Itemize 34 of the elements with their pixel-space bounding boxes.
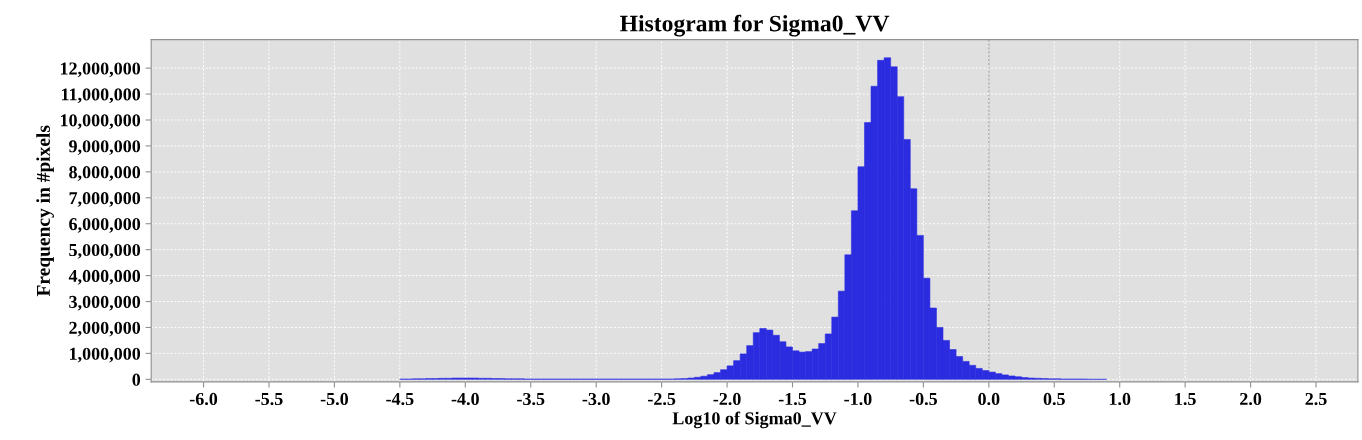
x-tick-label: 2.0 xyxy=(1240,392,1262,406)
y-tick-label: 9,000,000 xyxy=(69,140,141,155)
y-tick-label: 11,000,000 xyxy=(61,88,141,104)
x-tick-label: 2.5 xyxy=(1305,392,1327,406)
x-tick-label: -2.0 xyxy=(713,392,741,406)
y-tick-label: 3,000,000 xyxy=(69,295,141,311)
x-tick-label: -0.5 xyxy=(909,392,938,406)
x-tick-label: -5.5 xyxy=(255,393,283,406)
x-tick-label: -4.5 xyxy=(386,392,414,406)
x-tick-label: -2.5 xyxy=(647,392,676,406)
x-tick-label: 0.5 xyxy=(1043,392,1065,406)
chart-title: Histogram for Sigma0_VV xyxy=(620,14,890,37)
x-tick-label: -1.5 xyxy=(778,392,807,406)
x-axis-title: Log10 of Sigma0_VV xyxy=(672,411,837,429)
y-tick-label: 1,000,000 xyxy=(69,347,141,363)
x-tick-label: 1.5 xyxy=(1175,392,1196,406)
y-tick-label: 10,000,000 xyxy=(60,114,141,130)
y-tick-label: 7,000,000 xyxy=(69,192,141,207)
y-tick-label: 4,000,000 xyxy=(68,269,141,285)
x-tick-label: -6.0 xyxy=(189,392,218,406)
y-axis-title: Frequency in #pixels xyxy=(36,125,54,297)
y-tick-label: 5,000,000 xyxy=(69,243,141,259)
x-tick-label: -3.0 xyxy=(582,392,610,406)
x-tick-label: -5.0 xyxy=(320,392,349,406)
y-tick-label: 6,000,000 xyxy=(69,217,141,233)
x-tick-label: -3.5 xyxy=(517,392,545,406)
x-tick-label: 1.0 xyxy=(1109,392,1131,406)
y-tick-label: 0 xyxy=(132,373,141,386)
y-tick-label: 12,000,000 xyxy=(60,62,141,78)
x-tick-label: 0.0 xyxy=(978,392,1000,406)
y-tick-label: 8,000,000 xyxy=(69,166,141,181)
x-tick-label: -1.0 xyxy=(844,392,872,406)
x-tick-label: -4.0 xyxy=(451,392,479,406)
y-tick-label: 2,000,000 xyxy=(69,321,141,337)
